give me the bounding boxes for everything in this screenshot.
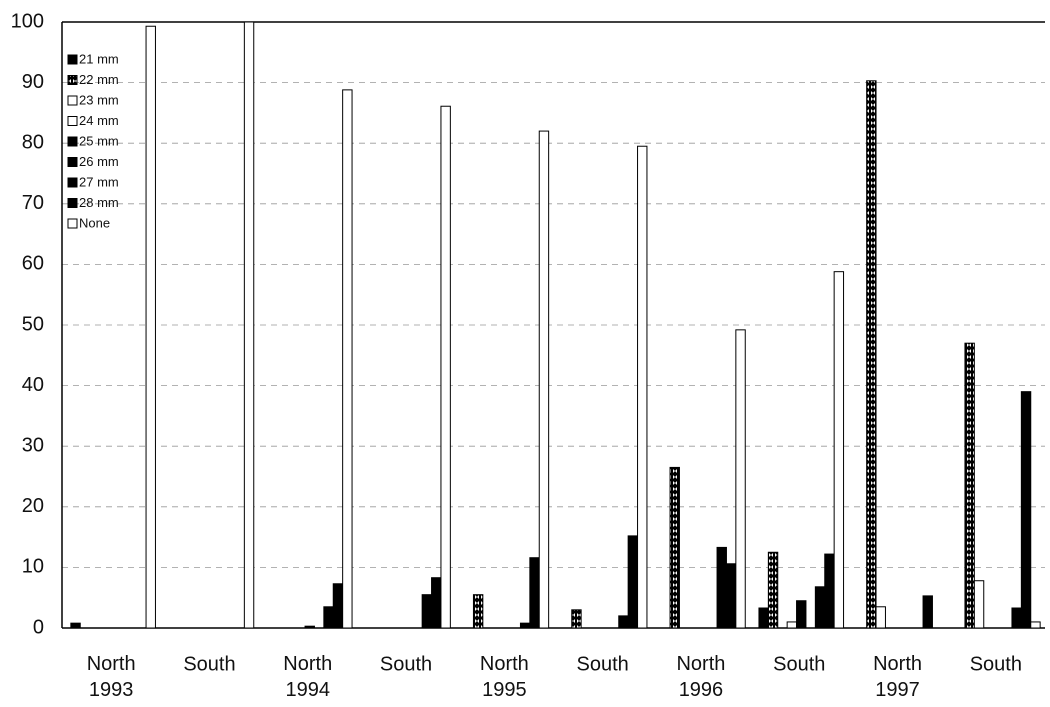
bar xyxy=(304,625,315,629)
bar xyxy=(1011,607,1022,629)
legend-label: 26 mm xyxy=(79,154,119,169)
bar xyxy=(519,622,531,629)
bar xyxy=(627,535,639,629)
x-tick-label: North 1997 xyxy=(873,653,922,701)
bar xyxy=(637,145,648,629)
bar xyxy=(922,595,933,629)
y-tick-label: 30 xyxy=(22,434,44,456)
bar xyxy=(70,622,81,629)
legend-swatch xyxy=(67,95,78,106)
legend-label: 25 mm xyxy=(79,133,119,148)
bar xyxy=(342,89,353,629)
y-tick-label: 0 xyxy=(33,616,44,638)
bar xyxy=(786,621,798,629)
bar xyxy=(669,466,680,629)
y-tick-label: 80 xyxy=(22,131,44,153)
x-tick-label: North 1996 xyxy=(676,653,725,701)
x-tick-label: South xyxy=(380,653,432,675)
legend-swatch xyxy=(67,177,78,188)
x-tick-label: North 1993 xyxy=(87,653,136,701)
bar xyxy=(964,342,975,629)
bar xyxy=(440,105,451,629)
bar xyxy=(472,594,484,629)
bar xyxy=(735,329,746,629)
bar xyxy=(618,615,629,629)
legend-label: 22 mm xyxy=(79,72,119,87)
legend-label: None xyxy=(79,215,110,230)
legend-label: 21 mm xyxy=(79,51,119,66)
bar xyxy=(332,583,344,629)
y-tick-label: 100 xyxy=(11,10,44,32)
y-tick-label: 70 xyxy=(22,192,44,214)
legend-swatch xyxy=(67,54,78,65)
y-tick-label: 40 xyxy=(22,374,44,396)
bar xyxy=(824,553,835,629)
bar xyxy=(973,580,985,629)
y-tick-label: 20 xyxy=(22,495,44,517)
x-tick-label: South xyxy=(970,653,1022,675)
bar xyxy=(814,586,826,629)
y-tick-label: 90 xyxy=(22,71,44,93)
bar xyxy=(571,609,582,629)
legend: 21 mm 22 mm 23 mm 24 mm 25 mm 26 mm 27 mm 28 mm… xyxy=(67,51,119,230)
x-tick-label: North 1995 xyxy=(480,653,529,701)
bar xyxy=(758,607,769,629)
bar xyxy=(716,546,727,629)
legend-swatch xyxy=(67,116,78,126)
legend-swatch xyxy=(67,157,78,167)
bar xyxy=(1030,621,1041,629)
bar xyxy=(866,80,877,629)
legend-swatch xyxy=(67,75,78,85)
x-tick-label: South xyxy=(773,653,825,675)
bar xyxy=(538,130,550,629)
legend-label: 27 mm xyxy=(79,174,119,189)
x-tick-label: North 1994 xyxy=(283,653,332,701)
legend-label: 23 mm xyxy=(79,92,119,107)
legend-swatch xyxy=(67,136,78,147)
legend-label: 24 mm xyxy=(79,113,119,128)
bar xyxy=(145,25,156,629)
bar xyxy=(725,563,737,629)
bar xyxy=(767,551,779,629)
legend-swatch xyxy=(67,218,78,229)
bar xyxy=(431,577,442,629)
bar xyxy=(243,21,255,629)
bar xyxy=(796,600,807,629)
bar xyxy=(529,557,540,629)
bar xyxy=(875,606,886,629)
bar xyxy=(421,594,433,629)
bar xyxy=(1020,391,1032,629)
legend-swatch xyxy=(67,198,78,208)
x-tick-label: South xyxy=(183,653,235,675)
y-tick-label: 60 xyxy=(22,253,44,275)
y-tick-label: 10 xyxy=(22,556,44,578)
x-tick-label: South xyxy=(577,653,629,675)
bar xyxy=(323,606,334,629)
y-tick-label: 50 xyxy=(22,313,44,335)
bar xyxy=(833,271,845,629)
legend-label: 28 mm xyxy=(79,195,119,210)
